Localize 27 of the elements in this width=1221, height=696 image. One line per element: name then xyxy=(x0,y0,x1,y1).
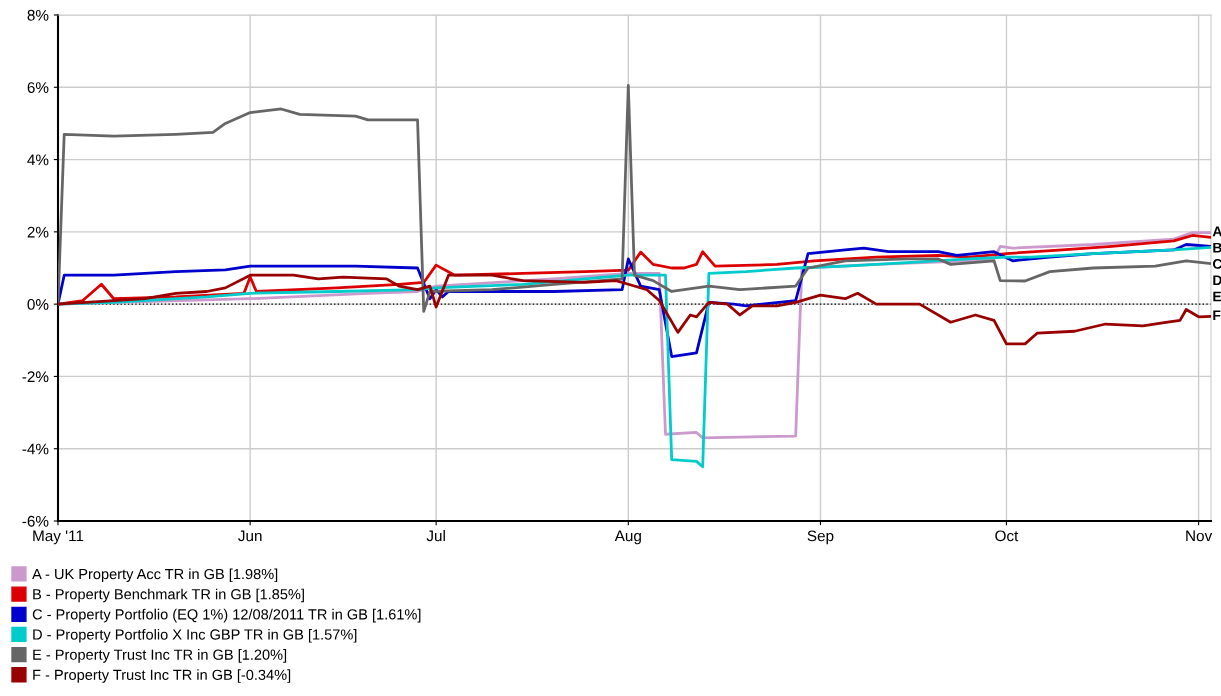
x-tick-label: May '11 xyxy=(33,530,84,545)
legend-label: E - Property Trust Inc TR in GB [1.20%] xyxy=(33,649,287,663)
y-tick-label: -4% xyxy=(22,443,49,455)
y-tick-label: 0% xyxy=(27,299,49,310)
text: D xyxy=(1213,275,1221,285)
legend-label: F - Property Trust Inc TR in GB [-0.34%] xyxy=(33,669,291,683)
legend-label: A - UK Property Acc TR in GB [1.98%] xyxy=(32,568,278,583)
x-tick-label: Jul xyxy=(426,530,445,542)
x-tick-label: Oct xyxy=(995,530,1019,542)
y-tick-label: 6% xyxy=(27,82,49,93)
text: B xyxy=(1213,242,1221,253)
x-tick-label: Aug xyxy=(614,530,641,545)
legend-label: C - Property Portfolio (EQ 1%) 12/08/2011 TR in GB [1.61%] xyxy=(32,608,421,623)
line-series xyxy=(58,273,1211,346)
y-tick-label: 2% xyxy=(27,226,49,238)
line-series xyxy=(58,84,1211,313)
y-tick-label: -6% xyxy=(22,515,49,527)
legend-label: B - Property Benchmark TR in GB [1.85%] xyxy=(33,588,304,603)
y-tick-label: 8% xyxy=(27,9,49,21)
y-tick-label: 4% xyxy=(27,154,49,166)
text: E xyxy=(1213,291,1221,302)
x-tick-label: Nov xyxy=(1186,530,1213,542)
y-tick-label: -2% xyxy=(22,371,49,383)
text: F xyxy=(1213,310,1221,321)
x-tick-label: Jun xyxy=(238,530,262,542)
x-tick-label: Sep xyxy=(807,530,834,545)
legend-label: D - Property Portfolio X Inc GBP TR in GB [1.57%] xyxy=(33,628,357,643)
